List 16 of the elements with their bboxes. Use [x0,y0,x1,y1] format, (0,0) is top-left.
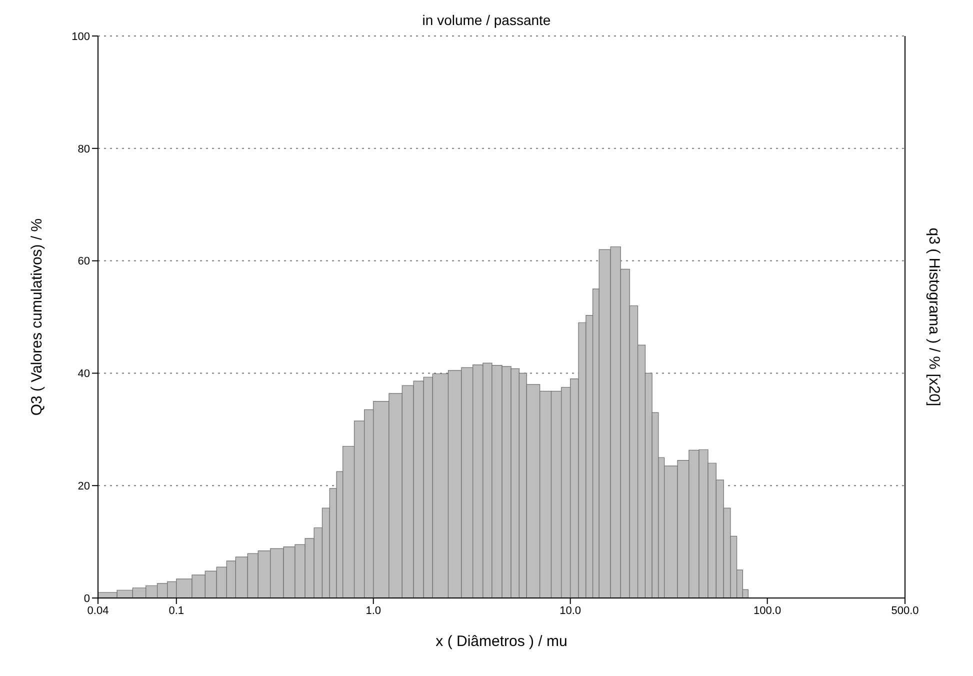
y-axis-title: Q3 ( Valores cumulativos) / % [28,218,46,416]
x-tick-label: 0.04 [87,604,109,617]
x-axis-title: x ( Diâmetros ) / mu [436,633,568,650]
y-tick-label: 80 [78,143,90,156]
y-tick-label: 60 [78,256,90,268]
x-tick-label: 0.1 [168,604,184,617]
y-tick-label: 20 [78,480,90,493]
y-tick-label: 0 [84,592,90,605]
x-tick-label: 500.0 [891,604,919,617]
chart-title: in volume / passante [421,12,552,28]
x-tick-label: 10.0 [560,604,582,617]
y-tick-label: 40 [78,368,90,380]
x-tick-label: 1.0 [366,604,382,617]
y2-axis-title: q3 ( Histograma ) / % [x20] [926,228,943,406]
x-tick-label: 100.0 [754,604,782,617]
y-tick-label: 100 [72,30,90,43]
